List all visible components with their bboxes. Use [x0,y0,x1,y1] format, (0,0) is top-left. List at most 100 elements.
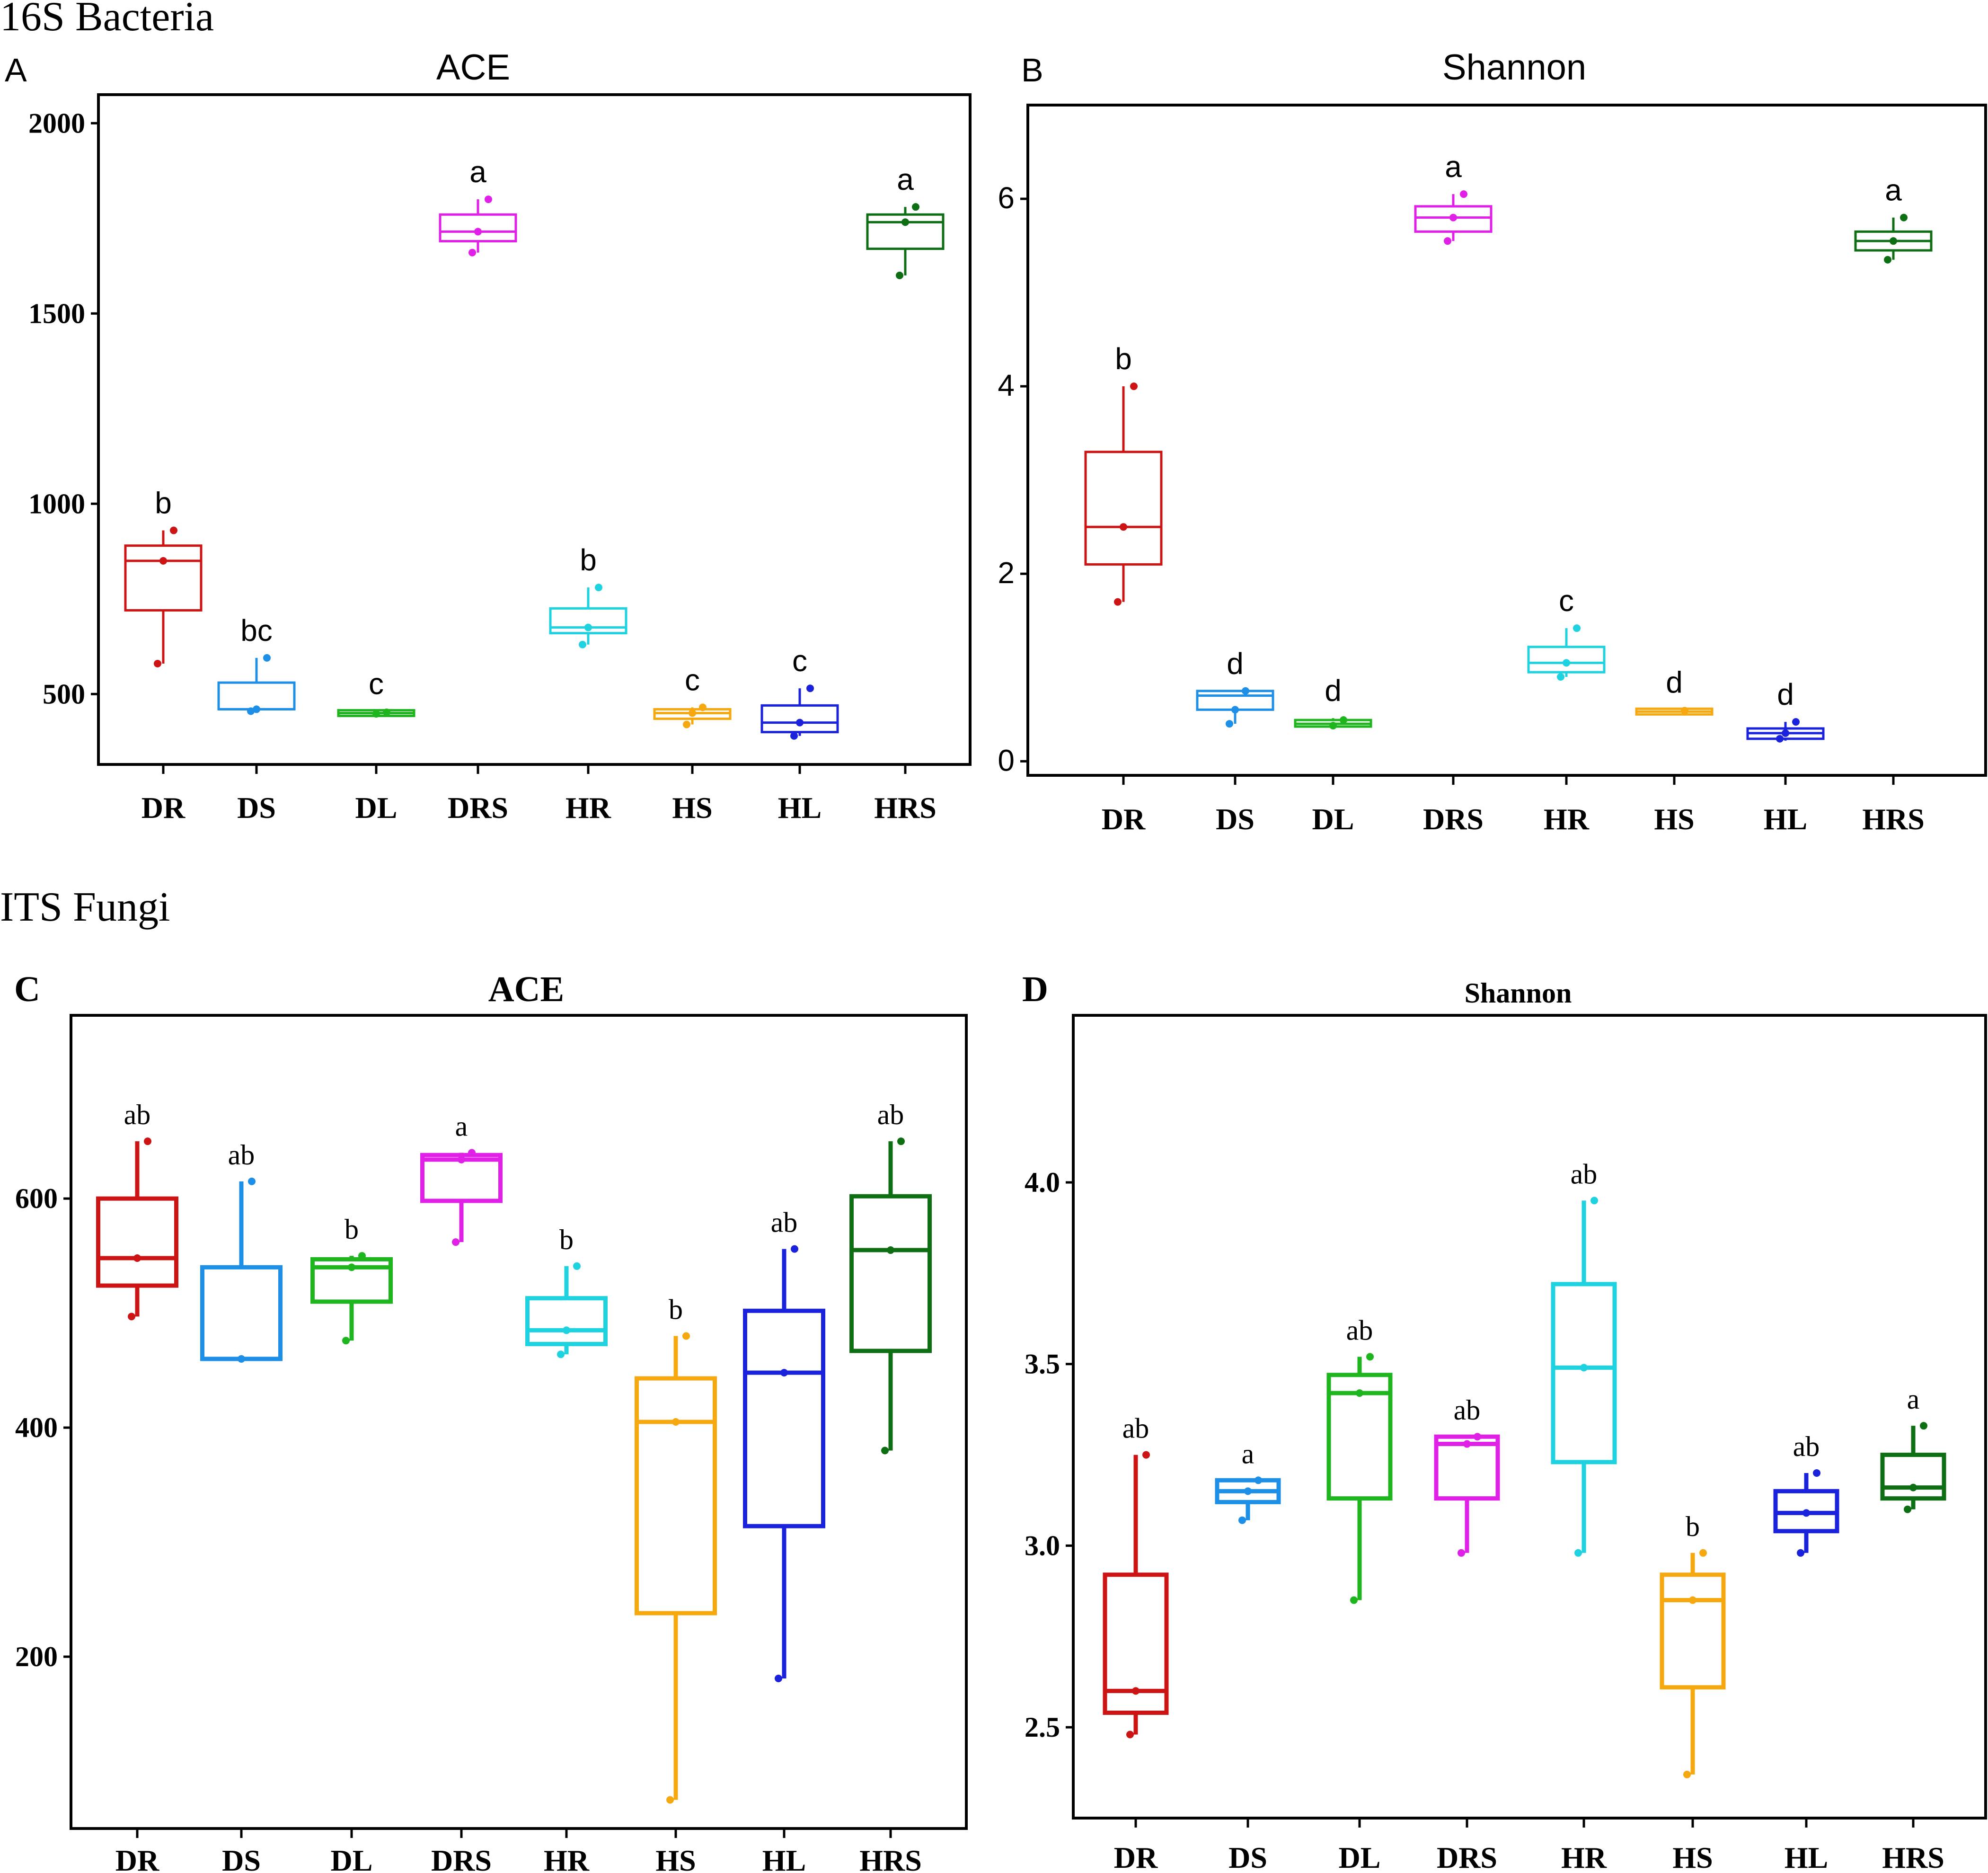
panel-c-xtick-label: HS [655,1844,696,1873]
panel-c-hl-box [743,1308,825,1528]
panel-a-dr-point [154,659,161,667]
panel-a-hl-box [760,704,839,734]
panel-c-dr-point [133,1254,141,1262]
panel-d-hs-box [1660,1572,1726,1690]
panel-a-drs-box [439,213,517,243]
panel-a-xtick-label: HS [672,791,712,825]
panel-c-hl-point [775,1675,782,1683]
panel-c-dr-significance-letter: ab [124,1099,151,1130]
panel-d-drs-significance-letter: ab [1454,1394,1481,1426]
section-title-fungi: ITS Fungi [0,884,170,930]
panel-b-dr-box [1084,451,1163,566]
panel-c-dl-point [342,1337,350,1345]
panel-c-hs-point [672,1418,680,1426]
panel-b-hrs-significance-letter: a [1885,173,1902,207]
panel-d-drs-point [1463,1440,1471,1448]
panel-c-xtick-label: HR [544,1844,590,1873]
panel-c-xtick-label: DS [222,1844,261,1873]
panel-d-hrs-point [1904,1505,1911,1513]
panel-c-hs-significance-letter: b [669,1294,683,1325]
panel-b-drs-point [1449,213,1457,222]
panel-b-xtick-label: DR [1102,802,1146,836]
panel-a-drs-point [468,249,476,257]
panel-a-title: ACE [436,47,510,88]
panel-d-ds-point [1238,1516,1246,1524]
panel-b-hrs-point [1884,256,1891,264]
panel-letter-d: D [1022,969,1048,1009]
panel-c-xtick-label: DR [115,1844,159,1873]
panel-b-xtick-label: DL [1312,802,1354,836]
panel-a-dr-box [124,544,203,612]
panel-d-frame [1072,1014,1987,1820]
panel-a-hl-significance-letter: c [792,644,807,678]
panel-d-xtick-label: HRS [1882,1841,1944,1873]
panel-d-dr-point [1142,1451,1150,1459]
panel-c-hrs-point [897,1137,905,1145]
panel-d-ds-significance-letter: a [1242,1438,1255,1469]
panel-c-title: ACE [488,969,564,1009]
panel-b-dr-significance-letter: b [1115,342,1132,376]
panel-d-hr-box [1551,1282,1617,1465]
panel-d-hl-point [1813,1469,1820,1477]
panel-c-hs-point [682,1332,690,1340]
panel-d-ytick-label: 3.5 [1025,1349,1060,1380]
panel-d-dr-point [1132,1687,1140,1695]
panel-a-hl-point [790,732,798,740]
panel-letter-b: B [1021,52,1043,89]
panel-b-title: Shannon [1442,47,1586,88]
panel-b-xtick-label: HL [1764,802,1807,836]
panel-b-dl-significance-letter: d [1325,674,1342,708]
panel-d-dl-point [1356,1389,1363,1397]
panel-a-ytick-label: 1500 [28,298,85,329]
panel-a-hs-point [683,720,690,728]
panel-b-ds-point [1231,706,1239,714]
panel-a-hl-point [806,684,814,692]
panel-b-drs-point [1444,237,1451,245]
panel-d-hr-point [1590,1197,1598,1205]
panel-d-hl-significance-letter: ab [1793,1431,1820,1462]
panel-d-hrs-point [1909,1483,1917,1491]
panel-a-drs-point [485,195,492,204]
panel-d-hrs-significance-letter: a [1907,1384,1920,1415]
panel-a-hl-point [796,719,804,727]
panel-c-ds-point [238,1355,245,1363]
panel-d-ytick-label: 2.5 [1025,1712,1060,1743]
panel-a-xtick-label: DS [237,791,276,825]
panel-b-plot: 0 2 4 6 DR DS DL DRS HR HS HL HRS b d d a c d d a [998,104,1987,836]
panel-b-dl-point [1340,716,1347,724]
panel-a-xtick-label: HR [565,791,611,825]
panel-a-ds-point [247,707,255,715]
section-title-bacteria: 16S Bacteria [0,0,214,40]
panel-b-dr-point [1120,523,1127,531]
panel-c-dl-point [358,1252,366,1260]
panel-c-hrs-point [887,1246,894,1254]
panel-b-hl-point [1792,718,1800,726]
panel-c-drs-point [468,1149,476,1157]
panel-b-dl-point [1329,722,1337,730]
panel-c-xtick-label: HRS [859,1844,922,1873]
panel-a-xtick-label: HL [778,791,822,825]
panel-a-hr-point [579,640,586,648]
panel-c-xtick-label: DRS [431,1844,492,1873]
panel-c-ytick-label: 600 [15,1183,58,1214]
panel-c-ds-box [200,1265,283,1361]
panel-b-hl-point [1782,729,1789,737]
panel-b-xtick-label: DRS [1423,802,1484,836]
panel-b-hr-significance-letter: c [1559,584,1574,618]
panel-d-ds-point [1255,1476,1262,1484]
panel-c-dl-significance-letter: b [345,1214,359,1245]
panel-d-hs-point [1689,1596,1696,1604]
panel-a-xtick-label: DRS [448,791,508,825]
panel-b-xtick-label: HRS [1862,802,1925,836]
panel-d-ytick-label: 3.0 [1025,1530,1060,1561]
panel-a-dr-significance-letter: b [155,486,172,520]
panel-a-ds-point [253,705,260,713]
panel-d-hrs-point [1920,1422,1927,1430]
panel-a-ds-significance-letter: bc [240,613,273,648]
panel-a-xtick-label: HRS [874,791,937,825]
panel-b-ytick-label: 4 [998,368,1015,402]
panel-d-hr-point [1574,1549,1582,1557]
panel-letter-c: C [14,969,40,1009]
